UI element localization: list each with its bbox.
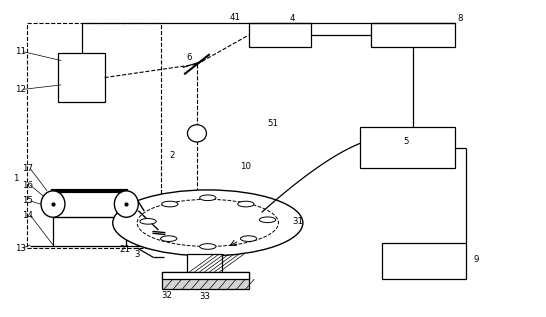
Text: 1: 1: [13, 174, 19, 184]
Ellipse shape: [238, 201, 254, 207]
Text: 32: 32: [162, 291, 173, 300]
Bar: [27, 23, 161, 248]
Ellipse shape: [140, 218, 156, 224]
Text: 4: 4: [289, 14, 295, 23]
Ellipse shape: [41, 191, 65, 217]
Text: 16: 16: [22, 181, 33, 190]
Bar: [360, 127, 455, 168]
Ellipse shape: [200, 244, 216, 249]
Text: 11: 11: [15, 47, 26, 56]
Ellipse shape: [200, 195, 216, 201]
Bar: [187, 254, 222, 272]
Text: 10: 10: [240, 162, 251, 171]
Text: 6: 6: [186, 54, 192, 62]
Text: 41: 41: [229, 13, 241, 22]
Ellipse shape: [161, 236, 177, 242]
Text: 15: 15: [22, 197, 33, 205]
Bar: [371, 23, 455, 47]
Bar: [248, 23, 311, 47]
Text: 5: 5: [403, 137, 409, 146]
Text: 13: 13: [15, 243, 26, 253]
Text: 3: 3: [134, 250, 140, 259]
Text: 14: 14: [22, 210, 33, 220]
Text: 21: 21: [120, 245, 131, 254]
Text: 8: 8: [458, 14, 463, 23]
Ellipse shape: [162, 201, 178, 207]
Bar: [162, 272, 248, 279]
Text: 51: 51: [268, 120, 278, 128]
Text: 31: 31: [292, 217, 303, 226]
Ellipse shape: [259, 217, 276, 223]
Ellipse shape: [240, 236, 257, 242]
Text: 9: 9: [474, 255, 479, 263]
Bar: [58, 53, 105, 102]
Text: 12: 12: [15, 85, 26, 94]
Text: 33: 33: [200, 292, 211, 301]
Bar: [382, 243, 466, 280]
Text: 7: 7: [194, 130, 200, 139]
Bar: [162, 272, 248, 289]
Ellipse shape: [114, 191, 138, 217]
Ellipse shape: [187, 125, 206, 142]
Text: 2: 2: [170, 151, 175, 160]
Ellipse shape: [113, 190, 303, 256]
Text: 17: 17: [22, 164, 33, 173]
